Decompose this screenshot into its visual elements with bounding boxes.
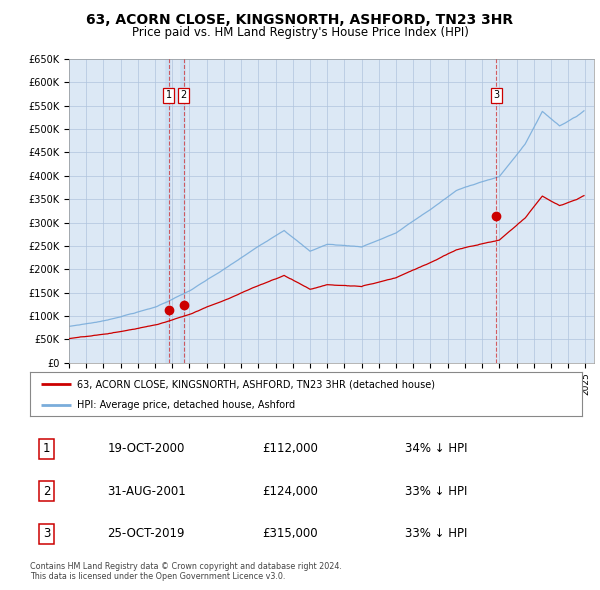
Text: 25-OCT-2019: 25-OCT-2019 — [107, 527, 185, 540]
Text: 2: 2 — [181, 90, 187, 100]
Text: 34% ↓ HPI: 34% ↓ HPI — [406, 442, 468, 455]
Text: 33% ↓ HPI: 33% ↓ HPI — [406, 484, 468, 498]
Text: 33% ↓ HPI: 33% ↓ HPI — [406, 527, 468, 540]
Text: 31-AUG-2001: 31-AUG-2001 — [107, 484, 186, 498]
Text: 63, ACORN CLOSE, KINGSNORTH, ASHFORD, TN23 3HR: 63, ACORN CLOSE, KINGSNORTH, ASHFORD, TN… — [86, 13, 514, 27]
Text: Price paid vs. HM Land Registry's House Price Index (HPI): Price paid vs. HM Land Registry's House … — [131, 26, 469, 39]
Text: 3: 3 — [43, 527, 50, 540]
Text: 2: 2 — [43, 484, 50, 498]
Text: 1: 1 — [43, 442, 50, 455]
Text: HPI: Average price, detached house, Ashford: HPI: Average price, detached house, Ashf… — [77, 400, 295, 410]
Text: 63, ACORN CLOSE, KINGSNORTH, ASHFORD, TN23 3HR (detached house): 63, ACORN CLOSE, KINGSNORTH, ASHFORD, TN… — [77, 379, 435, 389]
Text: £112,000: £112,000 — [262, 442, 318, 455]
Text: 19-OCT-2000: 19-OCT-2000 — [107, 442, 185, 455]
Text: £315,000: £315,000 — [262, 527, 317, 540]
Text: 1: 1 — [166, 90, 172, 100]
Text: 3: 3 — [493, 90, 499, 100]
Text: Contains HM Land Registry data © Crown copyright and database right 2024.
This d: Contains HM Land Registry data © Crown c… — [30, 562, 342, 581]
Text: £124,000: £124,000 — [262, 484, 318, 498]
